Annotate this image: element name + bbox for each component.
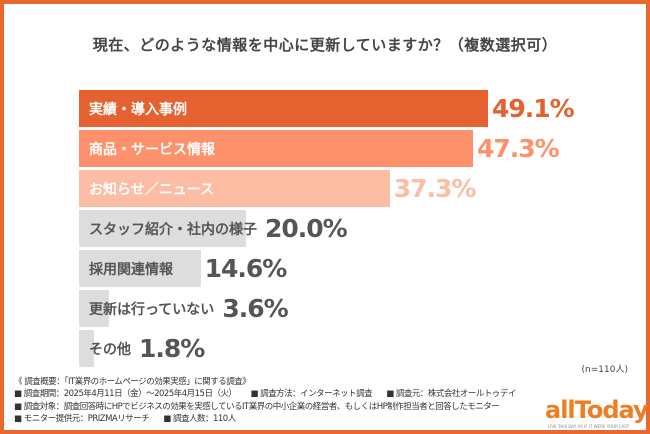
bar-row: お知らせ／ニュース 37.3% bbox=[79, 170, 574, 207]
survey-summary: 《 調査概要：「IT業界のホームページの効果実感」に関する調査》 bbox=[14, 377, 251, 387]
category-label: 更新は行っていない bbox=[89, 301, 215, 318]
bar bbox=[79, 290, 109, 327]
value-label: 14.6% bbox=[204, 254, 288, 283]
value-label: 1.8% bbox=[139, 334, 205, 363]
bar bbox=[79, 330, 94, 367]
category-label: お知らせ／ニュース bbox=[89, 181, 215, 198]
logo-tagline: LIVE THIS DAY AS IF IT WERE YOUR LAST bbox=[548, 424, 630, 429]
survey-notes: 《 調査概要：「IT業界のホームページの効果実感」に関する調査》 ■ 調査期間：… bbox=[14, 376, 529, 425]
survey-period: ■ 調査期間：2025年4月11日（金）～2025年4月15日（火） bbox=[14, 389, 237, 400]
bar-row: 実績・導入事例 49.1% bbox=[79, 90, 575, 127]
value-label: 20.0% bbox=[265, 214, 348, 243]
category-label: その他 bbox=[89, 341, 131, 358]
bar-row: 更新は行っていない 3.6% bbox=[79, 290, 574, 327]
monitor-provider: ■ モニター提供元：PRIZMAリサーチ bbox=[14, 413, 150, 424]
bar bbox=[79, 210, 246, 247]
sample-size-note: (n=110人) bbox=[581, 365, 628, 375]
value-label: 3.6% bbox=[222, 294, 288, 323]
bar-row: 商品・サービス情報 47.3% bbox=[79, 130, 574, 167]
value-label: 47.3% bbox=[477, 134, 560, 163]
bar-row: 採用関連情報 14.6% bbox=[79, 250, 574, 287]
value-label: 49.1% bbox=[492, 94, 575, 123]
value-label: 37.3% bbox=[393, 174, 477, 203]
chart-title: 現在、どのような情報を中心に更新していますか？（複数選択可） bbox=[92, 36, 558, 54]
bar bbox=[79, 90, 488, 127]
alltoday-logo: allToday bbox=[545, 396, 649, 424]
category-label: 採用関連情報 bbox=[89, 261, 173, 278]
category-label: 実績・導入事例 bbox=[89, 101, 187, 118]
bar bbox=[79, 170, 390, 207]
respondent-count: ■ 調査人数：110人 bbox=[163, 413, 236, 424]
bar bbox=[79, 130, 473, 167]
survey-source: ■ 調査元：株式会社オールトゥデイ bbox=[386, 389, 516, 400]
bar-row: スタッフ紹介・社内の様子 20.0% bbox=[79, 210, 574, 247]
survey-target: ■ 調査対象：調査回答時にHPでビジネスの効果を実感しているIT業界の中小企業の… bbox=[14, 401, 500, 412]
category-label: スタッフ紹介・社内の様子 bbox=[89, 221, 257, 238]
bar-chart: 実績・導入事例 49.1% 商品・サービス情報 47.3% お知らせ／ニュース 37.3%… bbox=[79, 90, 575, 370]
category-label: 商品・サービス情報 bbox=[89, 141, 215, 158]
bar-row: その他 1.8% bbox=[79, 330, 574, 367]
survey-method: ■ 調査方法：インターネット調査 bbox=[250, 389, 373, 400]
bar bbox=[79, 250, 201, 287]
